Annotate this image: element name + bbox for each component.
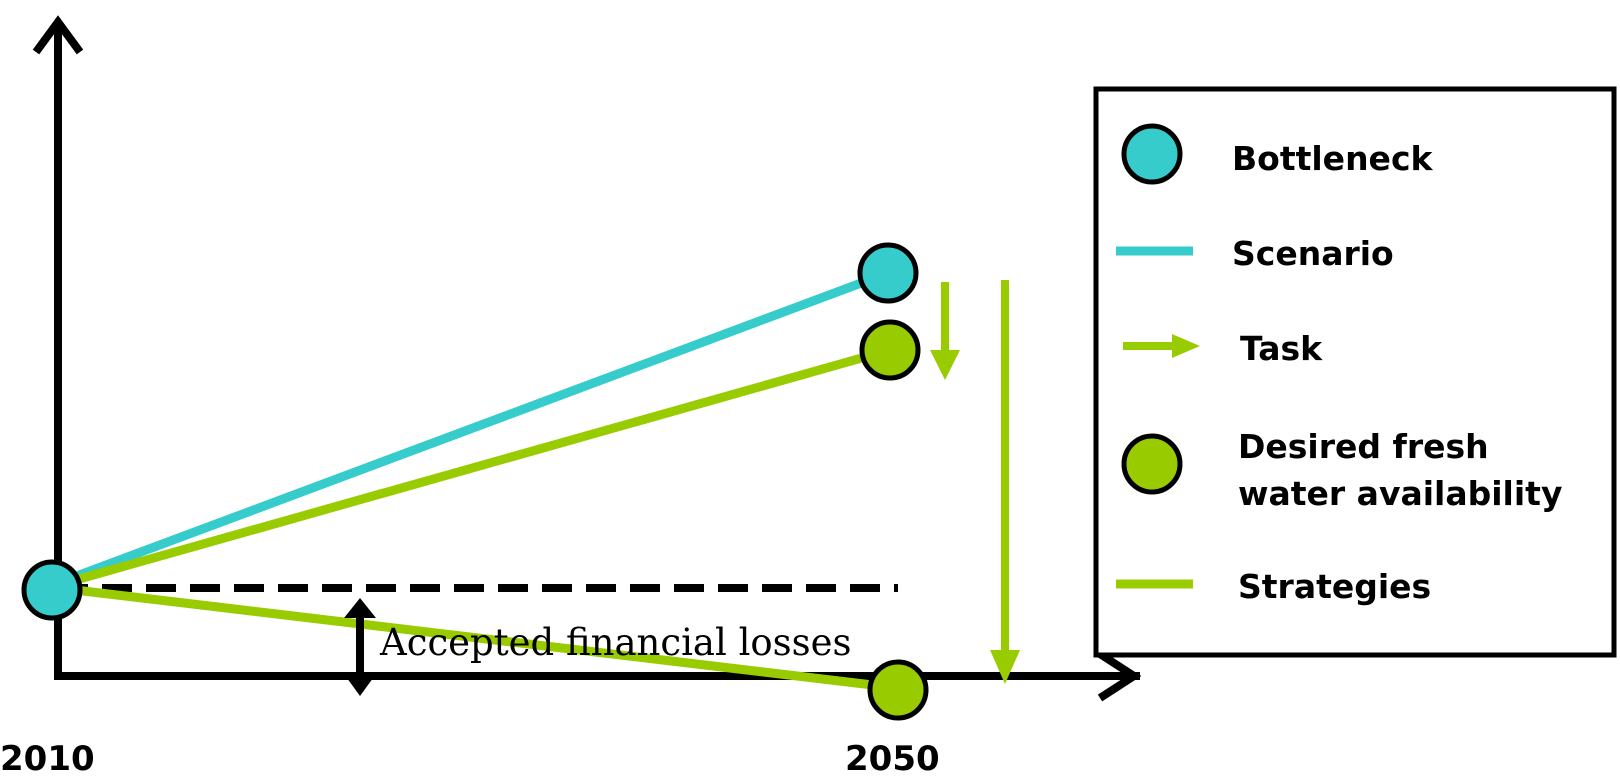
task-arrow-short: [930, 282, 960, 380]
year-label-2050: 2050: [845, 739, 940, 779]
desired-availability-node-lower: [867, 659, 929, 721]
scenario-line: [56, 268, 890, 588]
legend: Bottleneck Scenario Task Desired fresh w…: [1093, 86, 1617, 658]
legend-bottleneck-swatch: [1121, 123, 1183, 185]
legend-box: [1093, 86, 1617, 658]
legend-scenario-label: Scenario: [1232, 234, 1394, 273]
x-axis-arrowhead: [1097, 650, 1142, 702]
bottleneck-node-2010: [21, 559, 83, 621]
legend-bottleneck-label: Bottleneck: [1232, 139, 1434, 178]
year-label-2010: 2010: [0, 739, 95, 779]
legend-task-label: Task: [1240, 329, 1323, 368]
accepted-losses-label: Accepted financial losses: [379, 621, 852, 664]
legend-task-swatch: [1123, 334, 1200, 358]
accepted-losses-double-arrow: [344, 598, 376, 696]
axes: [32, 15, 1142, 702]
strategy-line-upper: [56, 345, 892, 590]
legend-desired-swatch: [1121, 433, 1183, 495]
legend-desired-label-line1: Desired fresh: [1238, 427, 1489, 466]
legend-strategies-label: Strategies: [1238, 567, 1431, 606]
y-axis-arrowhead: [32, 15, 84, 55]
strategy-line-lower: [57, 583, 899, 693]
legend-desired-label-line2: water availability: [1238, 474, 1562, 513]
desired-availability-node-upper: [859, 319, 921, 381]
task-arrow-long: [990, 280, 1020, 684]
bottleneck-node-2050: [857, 242, 919, 304]
